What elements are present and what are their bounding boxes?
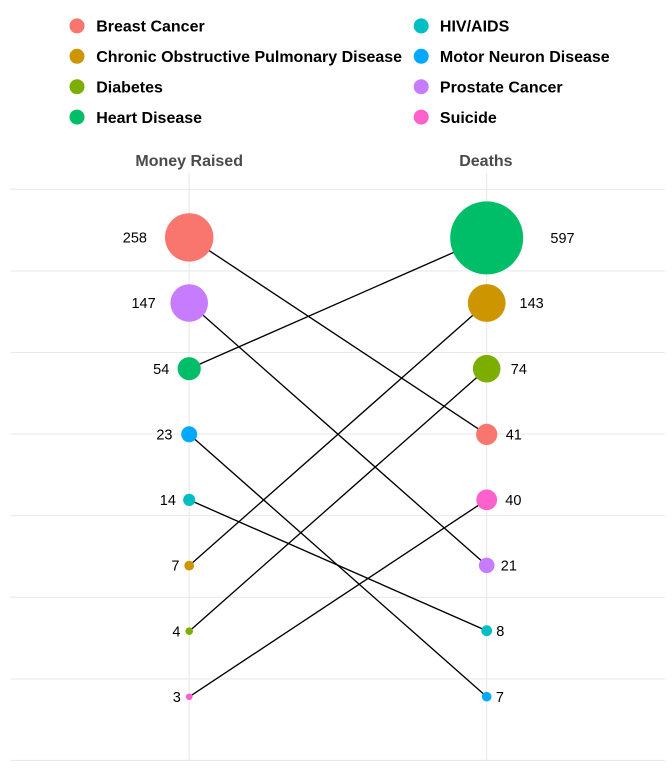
svg-text:Diabetes: Diabetes xyxy=(96,79,163,96)
svg-text:Breast Cancer: Breast Cancer xyxy=(96,19,205,36)
svg-text:8: 8 xyxy=(496,624,504,640)
svg-text:Heart Disease: Heart Disease xyxy=(96,110,202,127)
svg-text:41: 41 xyxy=(506,428,522,444)
svg-text:74: 74 xyxy=(511,362,527,378)
svg-text:14: 14 xyxy=(160,493,176,509)
svg-text:7: 7 xyxy=(496,690,504,706)
svg-text:54: 54 xyxy=(153,362,169,378)
svg-text:3: 3 xyxy=(173,690,181,706)
svg-text:597: 597 xyxy=(550,231,574,247)
svg-text:7: 7 xyxy=(171,559,179,575)
svg-text:HIV/AIDS: HIV/AIDS xyxy=(440,19,510,36)
svg-text:143: 143 xyxy=(520,296,544,312)
svg-text:21: 21 xyxy=(501,559,517,575)
svg-text:Money Raised: Money Raised xyxy=(135,153,243,170)
svg-text:40: 40 xyxy=(505,493,521,509)
svg-text:Deaths: Deaths xyxy=(459,153,512,170)
svg-text:258: 258 xyxy=(123,231,147,247)
svg-text:Chronic Obstructive Pulmonary: Chronic Obstructive Pulmonary Disease xyxy=(96,49,402,66)
svg-text:Suicide: Suicide xyxy=(440,110,497,127)
svg-text:Motor Neuron Disease: Motor Neuron Disease xyxy=(440,49,610,66)
svg-text:Prostate Cancer: Prostate Cancer xyxy=(440,79,563,96)
svg-text:4: 4 xyxy=(172,624,180,640)
svg-text:23: 23 xyxy=(156,427,172,443)
svg-text:147: 147 xyxy=(131,296,155,312)
